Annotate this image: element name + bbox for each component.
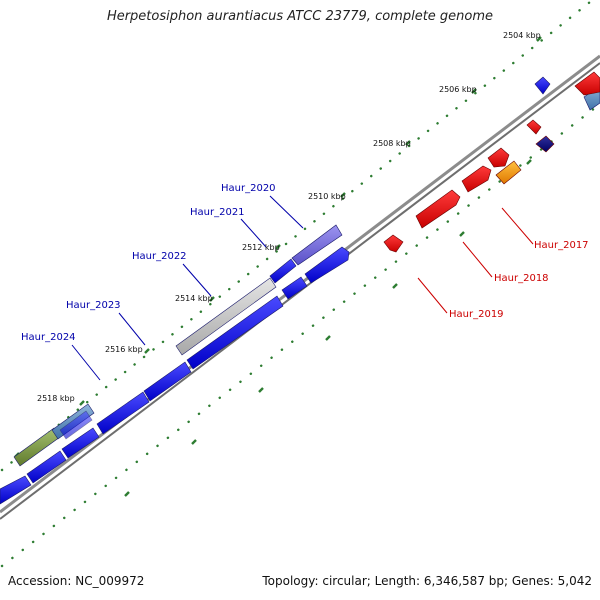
ruler-label-2508: 2508 kbp — [373, 139, 411, 148]
ruler-label-2516: 2516 kbp — [105, 345, 143, 354]
ruler-label-2504: 2504 kbp — [503, 31, 541, 40]
gene-label-haur-2017[interactable]: Haur_2017 — [534, 240, 589, 251]
gene-label-haur-2021[interactable]: Haur_2021 — [190, 207, 245, 218]
gene-arrow-haur-2021[interactable] — [281, 276, 308, 300]
inner-ruler-ticks — [124, 159, 532, 497]
gene-arrow[interactable] — [0, 475, 32, 505]
genome-summary-text: Topology: circular; Length: 6,346,587 bp… — [262, 574, 592, 588]
gene-arrow[interactable] — [487, 147, 510, 168]
gene-arrow-haur-2023[interactable] — [186, 295, 284, 370]
gene-label-haur-2018[interactable]: Haur_2018 — [494, 273, 549, 284]
ruler-label-2506: 2506 kbp — [439, 85, 477, 94]
ruler-labels: 2504 kbp 2506 kbp 2508 kbp 2510 kbp 2512… — [37, 31, 541, 403]
gene-arrow[interactable] — [304, 246, 350, 284]
ruler-label-2518: 2518 kbp — [37, 394, 75, 403]
gene-label-haur-2024[interactable]: Haur_2024 — [21, 332, 76, 343]
gene-labels: Haur_2020 Haur_2021 Haur_2022 Haur_2023 … — [21, 183, 589, 343]
gene-arrow[interactable] — [535, 135, 555, 153]
gene-arrow-haur-2018[interactable] — [415, 189, 461, 229]
gene-arrow-haur-2017[interactable] — [461, 165, 492, 193]
gene-arrow[interactable] — [59, 410, 93, 440]
ruler-label-2514: 2514 kbp — [175, 294, 213, 303]
gene-arrow[interactable] — [269, 258, 297, 284]
inner-ruler — [0, 102, 600, 568]
map-title: Herpetosiphon aurantiacus ATCC 23779, co… — [106, 9, 494, 24]
gene-arrow[interactable] — [96, 391, 150, 435]
gene-label-haur-2022[interactable]: Haur_2022 — [132, 251, 187, 262]
label-leader-lines — [71, 195, 534, 381]
gene-label-haur-2020[interactable]: Haur_2020 — [221, 183, 276, 194]
ruler-label-2512: 2512 kbp — [242, 243, 280, 252]
forward-strand-genes — [0, 76, 600, 505]
accession-text: Accession: NC_009972 — [8, 574, 145, 588]
gene-arrow[interactable] — [526, 119, 542, 135]
gene-arrow[interactable] — [495, 160, 522, 185]
gene-label-haur-2019[interactable]: Haur_2019 — [449, 309, 504, 320]
gene-arrow[interactable] — [26, 450, 67, 484]
gene-arrow-haur-2022[interactable] — [175, 277, 277, 356]
gene-arrow-haur-2020[interactable] — [291, 224, 343, 266]
gene-arrow[interactable] — [143, 361, 192, 402]
gene-label-haur-2023[interactable]: Haur_2023 — [66, 300, 121, 311]
gene-arrow[interactable] — [534, 76, 551, 95]
ruler-label-2510: 2510 kbp — [308, 192, 346, 201]
gene-arrow[interactable] — [574, 71, 600, 96]
outer-ruler — [0, 0, 592, 472]
gene-arrow-haur-2019[interactable] — [383, 234, 404, 253]
reverse-strand-genes — [383, 71, 600, 253]
gene-arrow[interactable] — [61, 427, 100, 459]
